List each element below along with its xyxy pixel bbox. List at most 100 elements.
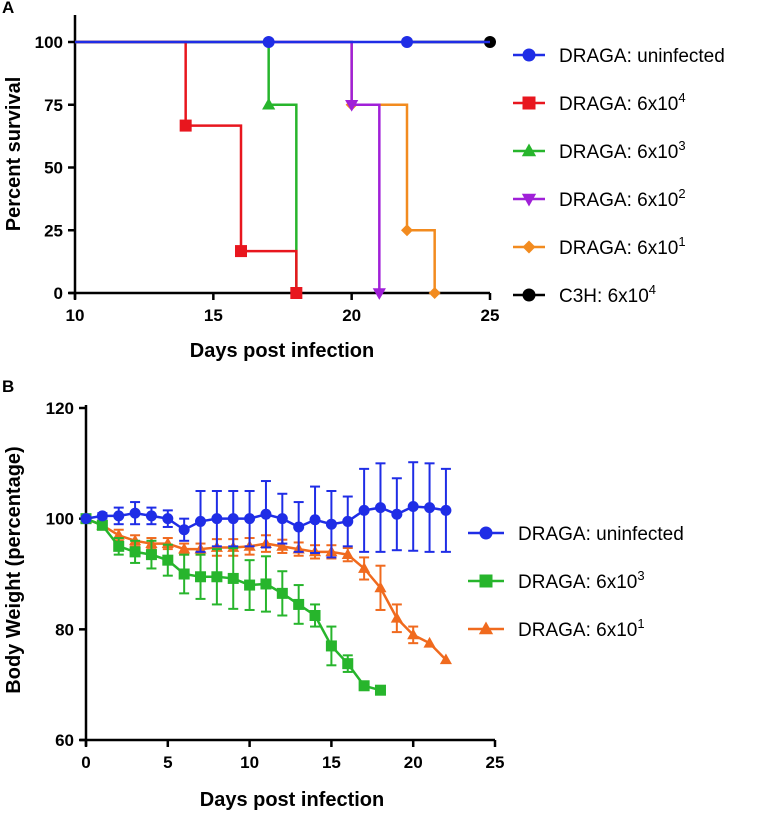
panel-label-b: B — [2, 377, 14, 396]
data-point — [358, 562, 371, 573]
legend-item-draga-6x10-2: DRAGA: 6x102 — [513, 186, 686, 211]
series-line — [75, 40, 298, 293]
data-point — [401, 224, 413, 237]
legend-label-text: DRAGA: 6x10 — [518, 620, 637, 641]
legend-label: DRAGA: 6x104 — [559, 90, 686, 115]
y-tick-label: 25 — [44, 221, 63, 240]
data-point — [162, 513, 174, 525]
data-point — [80, 513, 92, 525]
legend-item-draga-6x10-3: DRAGA: 6x103 — [468, 568, 645, 593]
data-point — [374, 502, 386, 514]
data-point — [262, 36, 275, 48]
x-tick-label: 15 — [322, 753, 341, 772]
x-tick-label: 5 — [163, 753, 172, 772]
chart-body-weight: 0 5 10 15 20 25 60 80 100 120 Days post infection B… — [3, 399, 684, 811]
data-point — [260, 508, 272, 520]
data-point — [195, 515, 207, 527]
legend-label-text: DRAGA: 6x10 — [559, 190, 678, 211]
legend-label-text: DRAGA: uninfected — [559, 46, 725, 67]
data-point — [195, 571, 207, 583]
legend-marker — [479, 526, 493, 540]
data-point — [309, 514, 321, 526]
legend-label-text: DRAGA: 6x10 — [518, 572, 637, 593]
data-point — [96, 510, 108, 522]
legend-marker — [521, 143, 537, 157]
data-point — [325, 518, 337, 530]
legend-item-draga-6x10-1: DRAGA: 6x101 — [513, 234, 686, 259]
data-point — [342, 658, 354, 670]
y-tick-label: 50 — [44, 159, 63, 178]
data-point — [276, 587, 288, 599]
data-point — [342, 515, 354, 527]
legend-label-exponent: 2 — [678, 186, 685, 201]
legend-label: DRAGA: 6x102 — [559, 186, 686, 211]
data-point — [391, 508, 403, 520]
x-tick-label: 25 — [486, 753, 505, 772]
legend-label: DRAGA: uninfected — [518, 524, 684, 545]
x-tick-label: 20 — [342, 306, 361, 325]
data-point — [178, 568, 190, 580]
x-axis-title: Days post infection — [190, 340, 374, 362]
y-axis-title: Body Weight (percentage) — [3, 446, 25, 693]
legend-label-exponent: 3 — [678, 138, 685, 153]
data-point — [325, 640, 337, 652]
legend-marker — [522, 240, 536, 254]
data-point — [211, 513, 223, 525]
data-point — [211, 571, 223, 583]
legend-label-exponent: 3 — [637, 568, 644, 583]
data-point — [227, 513, 239, 525]
x-tick-label: 10 — [66, 306, 85, 325]
data-point — [276, 540, 289, 551]
data-point — [401, 36, 413, 48]
legend-label-exponent: 4 — [649, 282, 656, 297]
data-point — [112, 528, 125, 540]
y-tick-label: 0 — [54, 284, 63, 303]
x-tick-label: 25 — [481, 306, 500, 325]
data-point — [244, 579, 256, 591]
legend-item-draga-uninfected: DRAGA: uninfected — [513, 46, 725, 67]
data-point — [358, 504, 370, 516]
data-point — [309, 610, 321, 621]
legend-label: DRAGA: 6x103 — [559, 138, 686, 163]
legend-marker — [522, 288, 536, 302]
data-point — [96, 519, 108, 531]
data-point — [293, 521, 305, 533]
chart-survival: 10 15 20 25 0 25 50 75 100 Days post infection Per… — [3, 15, 725, 362]
legend-label: DRAGA: 6x101 — [559, 234, 686, 259]
data-point — [113, 540, 125, 552]
data-point — [390, 611, 403, 623]
data-point — [423, 636, 436, 648]
data-point — [428, 287, 441, 299]
data-point — [374, 684, 386, 696]
series-draga-6x10-2 — [75, 40, 386, 300]
data-point — [162, 554, 174, 566]
y-tick-label: 120 — [46, 399, 74, 418]
data-point — [129, 546, 141, 558]
legend-label-text: DRAGA: 6x10 — [559, 238, 678, 259]
data-point — [244, 513, 256, 525]
legend-label: DRAGA: 6x103 — [518, 568, 645, 593]
legend-item-draga-6x10-1: DRAGA: 6x101 — [468, 616, 645, 641]
legend-label-exponent: 1 — [637, 616, 644, 631]
data-point — [341, 548, 354, 560]
data-point — [293, 598, 305, 610]
y-tick-label: 100 — [35, 33, 63, 52]
legend-label-exponent: 4 — [678, 90, 685, 105]
legend-marker — [522, 96, 536, 110]
legend-label: DRAGA: 6x101 — [518, 616, 645, 641]
x-tick-label: 15 — [204, 306, 223, 325]
data-point — [145, 510, 157, 522]
data-point — [178, 542, 191, 554]
series-line — [75, 40, 436, 293]
data-point — [260, 578, 272, 590]
data-point — [113, 510, 125, 522]
y-tick-label: 100 — [46, 510, 74, 529]
x-tick-label: 10 — [240, 753, 259, 772]
data-point — [129, 507, 141, 519]
y-tick-label: 60 — [55, 731, 74, 750]
legend-item-draga-6x10-4: DRAGA: 6x104 — [513, 90, 686, 115]
legend-label-exponent: 1 — [678, 234, 685, 249]
data-point — [345, 99, 359, 112]
legend-label-text: DRAGA: uninfected — [518, 524, 684, 545]
